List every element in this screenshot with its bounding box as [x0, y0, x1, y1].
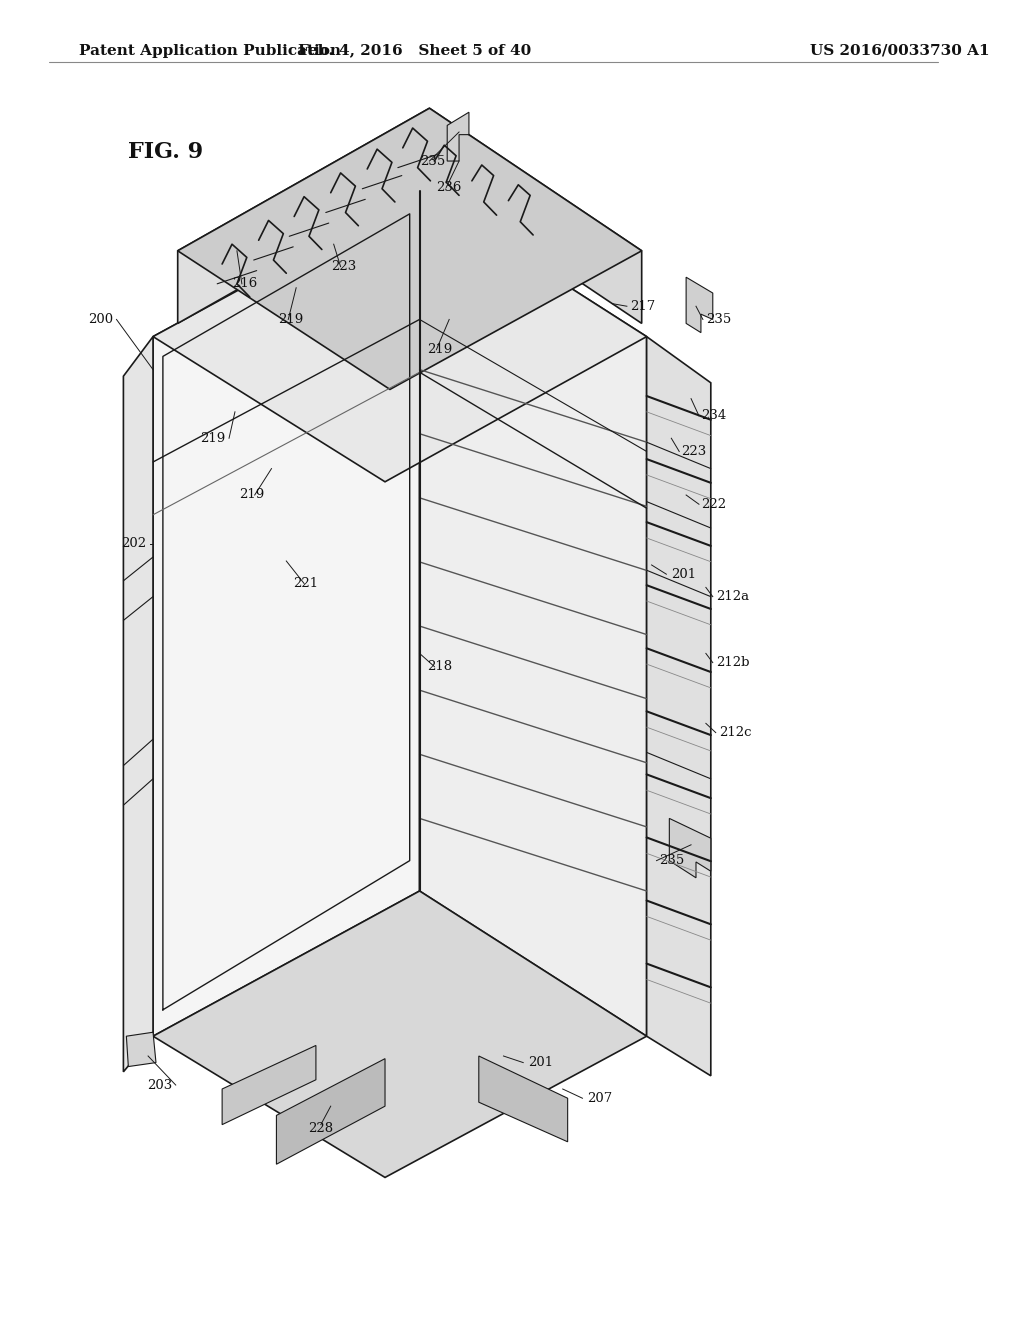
Text: 218: 218 — [427, 660, 452, 673]
Text: 223: 223 — [681, 445, 707, 458]
Text: FIG. 9: FIG. 9 — [128, 141, 204, 162]
Text: 212a: 212a — [716, 590, 749, 603]
Polygon shape — [686, 277, 713, 333]
Polygon shape — [670, 818, 711, 878]
Polygon shape — [420, 191, 646, 1036]
Text: 235: 235 — [420, 154, 445, 168]
Text: 219: 219 — [427, 343, 452, 356]
Text: 222: 222 — [701, 498, 726, 511]
Text: 219: 219 — [200, 432, 225, 445]
Text: 219: 219 — [240, 488, 264, 502]
Text: 212c: 212c — [719, 726, 752, 739]
Text: 223: 223 — [331, 260, 356, 273]
Text: 221: 221 — [294, 577, 318, 590]
Polygon shape — [276, 1059, 385, 1164]
Polygon shape — [429, 108, 642, 323]
Text: Patent Application Publication: Patent Application Publication — [79, 44, 341, 58]
Polygon shape — [153, 191, 646, 482]
Polygon shape — [646, 337, 711, 1076]
Polygon shape — [447, 112, 469, 161]
Text: 207: 207 — [588, 1092, 612, 1105]
Text: 203: 203 — [147, 1078, 173, 1092]
Text: 234: 234 — [701, 409, 726, 422]
Text: 200: 200 — [88, 313, 114, 326]
Text: 236: 236 — [436, 181, 462, 194]
Text: 219: 219 — [279, 313, 304, 326]
Polygon shape — [126, 1032, 156, 1067]
Text: 202: 202 — [121, 537, 146, 550]
Text: 235: 235 — [706, 313, 731, 326]
Polygon shape — [124, 337, 153, 1072]
Polygon shape — [178, 108, 642, 389]
Text: 217: 217 — [630, 300, 655, 313]
Text: 235: 235 — [659, 854, 685, 867]
Text: 201: 201 — [672, 568, 696, 581]
Polygon shape — [178, 108, 429, 323]
Polygon shape — [153, 891, 646, 1177]
Text: 216: 216 — [232, 277, 257, 290]
Polygon shape — [153, 191, 420, 1036]
Text: 212b: 212b — [716, 656, 750, 669]
Text: US 2016/0033730 A1: US 2016/0033730 A1 — [810, 44, 989, 58]
Text: 228: 228 — [308, 1122, 334, 1135]
Text: 201: 201 — [528, 1056, 553, 1069]
Polygon shape — [222, 1045, 316, 1125]
Polygon shape — [479, 1056, 567, 1142]
Text: Feb. 4, 2016   Sheet 5 of 40: Feb. 4, 2016 Sheet 5 of 40 — [298, 44, 531, 58]
